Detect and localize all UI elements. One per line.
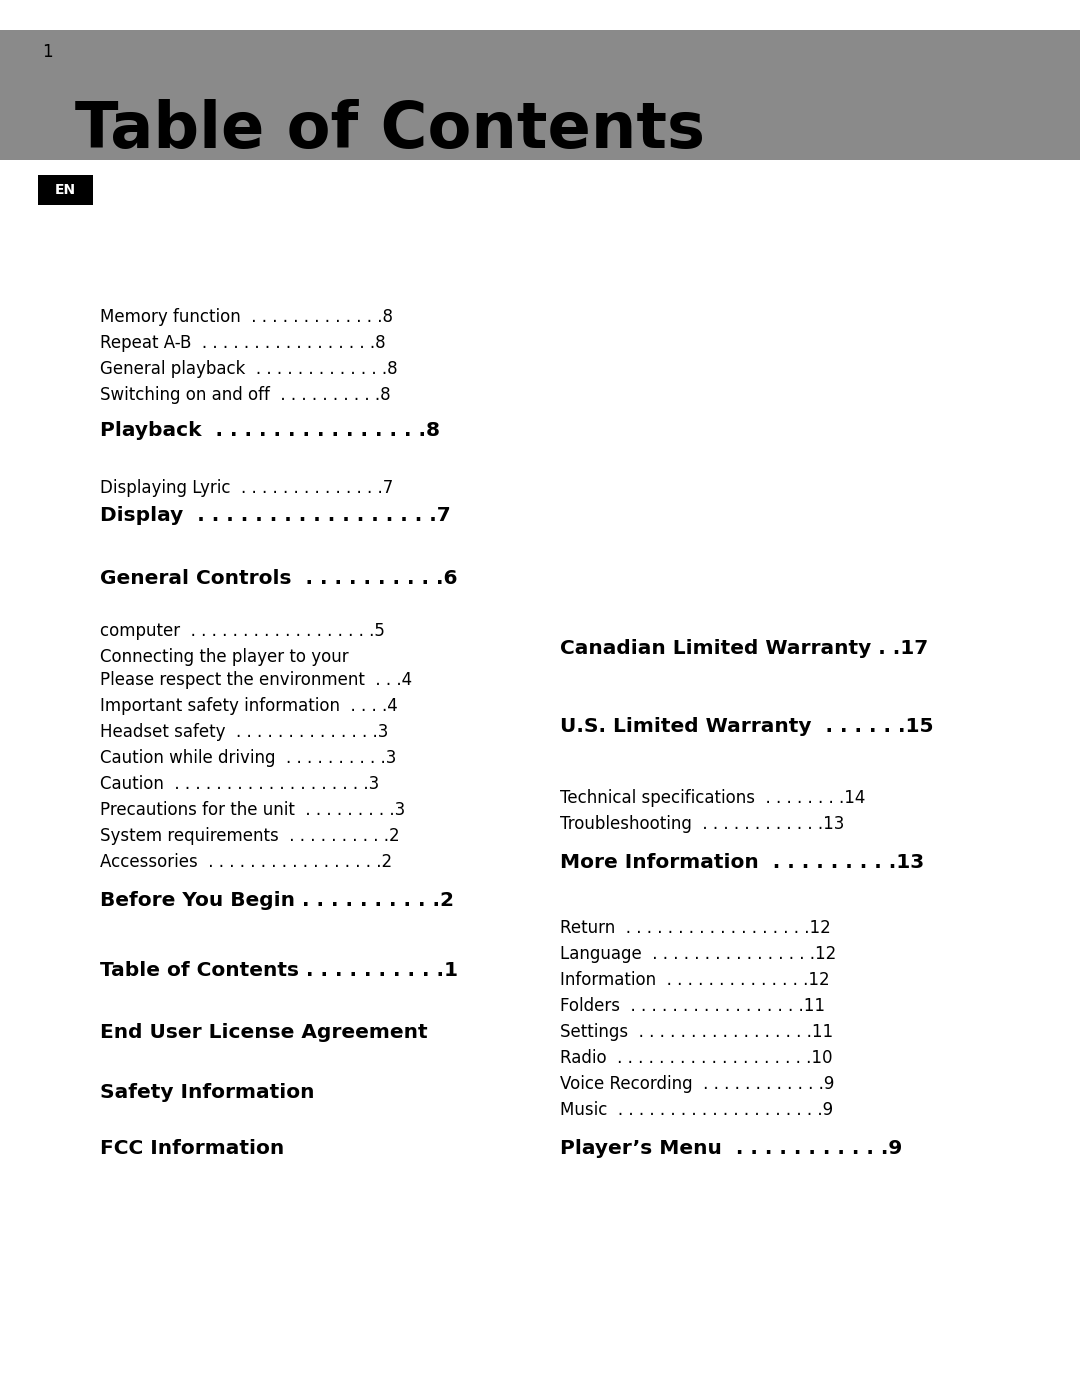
Text: End User License Agreement: End User License Agreement bbox=[100, 1023, 428, 1042]
Text: Playback  . . . . . . . . . . . . . . .8: Playback . . . . . . . . . . . . . . .8 bbox=[100, 421, 440, 440]
Bar bbox=[0, 30, 1080, 160]
Text: Language  . . . . . . . . . . . . . . . .12: Language . . . . . . . . . . . . . . . .… bbox=[561, 945, 836, 962]
Text: More Information  . . . . . . . . .13: More Information . . . . . . . . .13 bbox=[561, 852, 924, 872]
Text: Caution  . . . . . . . . . . . . . . . . . . .3: Caution . . . . . . . . . . . . . . . . … bbox=[100, 775, 379, 793]
Text: General playback  . . . . . . . . . . . . .8: General playback . . . . . . . . . . . .… bbox=[100, 360, 397, 378]
Text: Return  . . . . . . . . . . . . . . . . . .12: Return . . . . . . . . . . . . . . . . .… bbox=[561, 918, 831, 936]
Text: System requirements  . . . . . . . . . .2: System requirements . . . . . . . . . .2 bbox=[100, 826, 400, 846]
Text: Player’s Menu  . . . . . . . . . . .9: Player’s Menu . . . . . . . . . . .9 bbox=[561, 1138, 902, 1158]
Text: Precautions for the unit  . . . . . . . . .3: Precautions for the unit . . . . . . . .… bbox=[100, 802, 405, 820]
Text: Important safety information  . . . .4: Important safety information . . . .4 bbox=[100, 697, 397, 715]
Text: Memory function  . . . . . . . . . . . . .8: Memory function . . . . . . . . . . . . … bbox=[100, 308, 393, 326]
Text: Information  . . . . . . . . . . . . . .12: Information . . . . . . . . . . . . . .1… bbox=[561, 971, 829, 989]
Text: EN: EN bbox=[55, 183, 76, 197]
Text: Connecting the player to your: Connecting the player to your bbox=[100, 648, 349, 666]
Text: computer  . . . . . . . . . . . . . . . . . .5: computer . . . . . . . . . . . . . . . .… bbox=[100, 622, 384, 639]
Text: General Controls  . . . . . . . . . .6: General Controls . . . . . . . . . .6 bbox=[100, 568, 458, 587]
Text: Settings  . . . . . . . . . . . . . . . . .11: Settings . . . . . . . . . . . . . . . .… bbox=[561, 1023, 833, 1041]
Text: Please respect the environment  . . .4: Please respect the environment . . .4 bbox=[100, 671, 413, 689]
Text: Displaying Lyric  . . . . . . . . . . . . . .7: Displaying Lyric . . . . . . . . . . . .… bbox=[100, 478, 393, 496]
Text: Music  . . . . . . . . . . . . . . . . . . . .9: Music . . . . . . . . . . . . . . . . . … bbox=[561, 1101, 833, 1119]
Text: 1: 1 bbox=[42, 43, 53, 60]
Text: Voice Recording  . . . . . . . . . . . .9: Voice Recording . . . . . . . . . . . .9 bbox=[561, 1075, 835, 1093]
Text: Troubleshooting  . . . . . . . . . . . .13: Troubleshooting . . . . . . . . . . . .1… bbox=[561, 815, 845, 833]
Text: Caution while driving  . . . . . . . . . .3: Caution while driving . . . . . . . . . … bbox=[100, 749, 396, 767]
Text: Table of Contents: Table of Contents bbox=[75, 99, 705, 161]
Text: Switching on and off  . . . . . . . . . .8: Switching on and off . . . . . . . . . .… bbox=[100, 386, 391, 404]
Text: Repeat A-B  . . . . . . . . . . . . . . . . .8: Repeat A-B . . . . . . . . . . . . . . .… bbox=[100, 334, 386, 352]
Text: Before You Begin . . . . . . . . . .2: Before You Begin . . . . . . . . . .2 bbox=[100, 891, 454, 909]
Text: Folders  . . . . . . . . . . . . . . . . .11: Folders . . . . . . . . . . . . . . . . … bbox=[561, 997, 825, 1015]
Bar bbox=[60, 38, 104, 67]
Text: Safety Information: Safety Information bbox=[100, 1084, 314, 1103]
Text: Technical specifications  . . . . . . . .14: Technical specifications . . . . . . . .… bbox=[561, 789, 865, 807]
Text: FCC Information: FCC Information bbox=[100, 1138, 284, 1158]
Text: Accessories  . . . . . . . . . . . . . . . . .2: Accessories . . . . . . . . . . . . . . … bbox=[100, 852, 392, 870]
Text: Display  . . . . . . . . . . . . . . . . .7: Display . . . . . . . . . . . . . . . . … bbox=[100, 506, 450, 524]
Text: U.S. Limited Warranty  . . . . . .15: U.S. Limited Warranty . . . . . .15 bbox=[561, 716, 933, 736]
Text: Radio  . . . . . . . . . . . . . . . . . . .10: Radio . . . . . . . . . . . . . . . . . … bbox=[561, 1049, 833, 1067]
Text: Canadian Limited Warranty . .17: Canadian Limited Warranty . .17 bbox=[561, 638, 928, 657]
Text: Headset safety  . . . . . . . . . . . . . .3: Headset safety . . . . . . . . . . . . .… bbox=[100, 723, 389, 741]
Bar bbox=[38, 175, 93, 205]
Text: Table of Contents . . . . . . . . . .1: Table of Contents . . . . . . . . . .1 bbox=[100, 961, 458, 979]
